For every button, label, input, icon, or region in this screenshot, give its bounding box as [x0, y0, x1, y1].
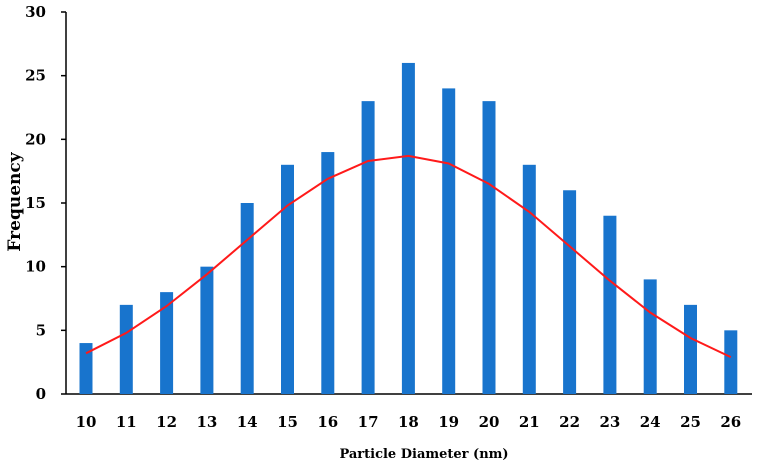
x-axis-title: Particle Diameter (nm): [339, 447, 508, 462]
x-tick-label: 22: [559, 413, 580, 431]
y-tick-label: 30: [25, 3, 46, 21]
bar: [442, 88, 456, 395]
y-tick-label: 20: [25, 130, 46, 148]
x-tick-label: 10: [76, 413, 97, 431]
x-tick-label: 12: [156, 413, 177, 431]
x-tick-label: 13: [196, 413, 217, 431]
y-ticks: 0 5 10 15 20 25 30: [25, 3, 66, 403]
y-tick-label: 15: [25, 194, 46, 212]
y-axis-title: Frequency: [5, 151, 25, 251]
x-tick-label: 20: [479, 413, 500, 431]
bar: [240, 203, 254, 394]
x-ticks: 10 11 12 13 14 15 16 17 18 19 20 21 22 23 24 25 26: [76, 413, 742, 431]
bars: [79, 62, 738, 395]
x-tick-label: 24: [640, 413, 661, 431]
bar: [321, 152, 335, 394]
y-tick-label: 0: [36, 385, 46, 403]
bar: [684, 304, 697, 394]
x-axis: 10 11 12 13 14 15 16 17 18 19 20 21 22 23 24 25 26: [66, 393, 752, 431]
x-tick-label: 18: [398, 413, 419, 431]
bar: [119, 304, 133, 394]
bar: [522, 164, 536, 394]
x-tick-label: 16: [317, 413, 338, 431]
bar: [724, 330, 738, 394]
x-tick-label: 26: [720, 413, 741, 431]
fit-curve: [85, 154, 732, 359]
y-tick-label: 25: [25, 67, 46, 85]
x-tick-label: 11: [116, 413, 137, 431]
bar: [200, 266, 214, 394]
x-tick-label: 25: [680, 413, 701, 431]
bar: [79, 343, 93, 394]
x-tick-label: 14: [237, 413, 258, 431]
bar: [361, 101, 375, 394]
bar: [281, 164, 294, 394]
bar: [482, 101, 496, 394]
bar: [563, 190, 577, 394]
x-tick-label: 21: [519, 413, 540, 431]
x-tick-label: 23: [599, 413, 620, 431]
bar: [603, 215, 617, 394]
bar: [401, 62, 415, 394]
x-tick-label: 19: [438, 413, 459, 431]
x-tick-label: 17: [358, 413, 379, 431]
y-tick-label: 10: [25, 258, 46, 276]
y-tick-label: 5: [36, 321, 46, 339]
bar: [160, 292, 174, 394]
bar: [643, 279, 657, 394]
y-axis: 0 5 10 15 20 25 30: [25, 3, 67, 403]
x-tick-label: 15: [277, 413, 298, 431]
